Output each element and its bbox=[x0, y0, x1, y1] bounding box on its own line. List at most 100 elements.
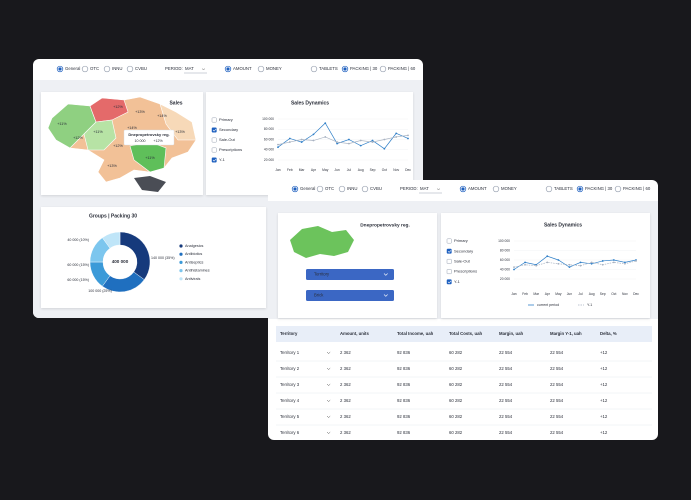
checkbox[interactable] bbox=[446, 248, 452, 254]
checkbox[interactable] bbox=[446, 269, 452, 275]
radio[interactable] bbox=[103, 65, 111, 73]
checkbox[interactable] bbox=[446, 279, 452, 285]
checkbox[interactable] bbox=[446, 238, 452, 244]
map-label: +11% bbox=[57, 122, 67, 126]
data-point bbox=[312, 133, 315, 136]
column-header: Total Income, uah bbox=[397, 331, 434, 336]
legend-label: Y-1 bbox=[587, 303, 592, 307]
radio[interactable] bbox=[81, 65, 89, 73]
checkbox[interactable] bbox=[211, 117, 217, 123]
table-cell: 2 362 bbox=[340, 382, 351, 387]
x-tick-label: Aug bbox=[358, 168, 364, 172]
checkmark bbox=[212, 128, 217, 132]
row-chevron[interactable] bbox=[326, 431, 331, 434]
card-title: Groups | Packing 30 bbox=[89, 213, 137, 219]
legend-swatch bbox=[179, 277, 183, 281]
radio[interactable] bbox=[338, 185, 346, 193]
x-tick-label: Dec bbox=[405, 168, 411, 172]
x-tick-label: Apr bbox=[311, 168, 317, 172]
radio[interactable] bbox=[257, 65, 265, 73]
row-chevron[interactable] bbox=[326, 415, 331, 418]
data-point bbox=[513, 268, 515, 271]
column-header: Delta, % bbox=[600, 331, 617, 336]
row-chevron[interactable] bbox=[326, 383, 331, 386]
data-point bbox=[383, 138, 386, 141]
row-chevron[interactable] bbox=[326, 399, 331, 402]
dynamics-card bbox=[206, 92, 413, 195]
table-cell: 92 836 bbox=[397, 430, 411, 435]
table-cell: 92 836 bbox=[397, 414, 411, 419]
table-cell: 22 554 bbox=[499, 430, 513, 435]
checkbox[interactable] bbox=[211, 137, 217, 143]
checkmark bbox=[447, 250, 452, 253]
dropdown[interactable] bbox=[306, 269, 394, 280]
checkbox-label: Secondary bbox=[219, 127, 238, 132]
x-tick-label: Sep bbox=[370, 168, 376, 172]
segment-label: 140 000 (35%) bbox=[151, 256, 175, 260]
table-cell: Territory 3 bbox=[280, 382, 300, 387]
radio[interactable] bbox=[316, 185, 324, 193]
data-point bbox=[568, 263, 571, 266]
data-point bbox=[300, 138, 303, 141]
x-tick-label: Dec bbox=[633, 292, 639, 296]
table-cell: 2 362 bbox=[340, 430, 351, 435]
x-tick-label: Aug bbox=[589, 292, 595, 296]
radio-label: AMOUNT bbox=[468, 186, 487, 191]
dropdown[interactable] bbox=[306, 290, 394, 301]
radio[interactable] bbox=[379, 65, 387, 73]
table-cell: 22 554 bbox=[499, 382, 513, 387]
series-line bbox=[513, 260, 637, 268]
radio-label: PACKING | 30 bbox=[585, 186, 613, 191]
data-point bbox=[324, 136, 327, 138]
radio[interactable] bbox=[126, 65, 134, 73]
checkbox[interactable] bbox=[211, 157, 217, 163]
legend-swatch bbox=[179, 244, 183, 248]
radio[interactable] bbox=[614, 185, 622, 193]
checkbox[interactable] bbox=[211, 127, 217, 133]
radio[interactable] bbox=[492, 185, 500, 193]
checkbox[interactable] bbox=[446, 258, 452, 264]
radio-label: PACKING | 30 bbox=[350, 66, 378, 71]
checkbox-label: Prescriptions bbox=[219, 147, 242, 152]
data-point bbox=[624, 261, 626, 264]
row-chevron[interactable] bbox=[326, 351, 331, 354]
checkbox-label: Sale-Out bbox=[219, 137, 236, 142]
data-point bbox=[590, 262, 593, 265]
dynamics-card bbox=[441, 213, 650, 318]
table-cell: 22 554 bbox=[550, 414, 564, 419]
x-tick-label: Oct bbox=[611, 292, 616, 296]
period-value[interactable]: MAT bbox=[185, 66, 194, 71]
legend-label: Antivirals bbox=[185, 277, 201, 281]
radio-label: General bbox=[65, 66, 80, 71]
data-point bbox=[277, 146, 279, 149]
tooltip-title: Dnepropetrovsky reg. bbox=[128, 132, 169, 137]
crimea bbox=[134, 176, 166, 192]
table-cell: 92 836 bbox=[397, 350, 411, 355]
radio[interactable] bbox=[310, 65, 318, 73]
tooltip-value: 10 000 bbox=[135, 139, 146, 143]
table-cell: 60 282 bbox=[449, 382, 463, 387]
x-tick-label: Jul bbox=[578, 292, 582, 296]
legend-label: Antiseptics bbox=[185, 260, 203, 264]
data-point bbox=[557, 259, 560, 261]
period-caret bbox=[436, 188, 441, 191]
x-tick-label: Apr bbox=[545, 292, 551, 296]
data-point bbox=[624, 262, 626, 265]
table-cell: +12 bbox=[600, 430, 608, 435]
data-point bbox=[535, 264, 538, 267]
data-point bbox=[579, 264, 582, 267]
table-cell: 22 554 bbox=[550, 430, 564, 435]
map-label: +14% bbox=[157, 114, 167, 118]
row-chevron[interactable] bbox=[326, 367, 331, 370]
data-point bbox=[590, 261, 593, 264]
radio[interactable] bbox=[361, 185, 369, 193]
x-tick-label: Nov bbox=[393, 168, 399, 172]
data-point bbox=[336, 142, 338, 145]
checkbox[interactable] bbox=[211, 147, 217, 153]
table-cell: 22 554 bbox=[499, 398, 513, 403]
radio[interactable] bbox=[545, 185, 553, 193]
data-point bbox=[568, 266, 571, 269]
data-point bbox=[348, 142, 350, 145]
data-point bbox=[524, 261, 526, 264]
period-value[interactable]: MAT bbox=[420, 186, 429, 191]
